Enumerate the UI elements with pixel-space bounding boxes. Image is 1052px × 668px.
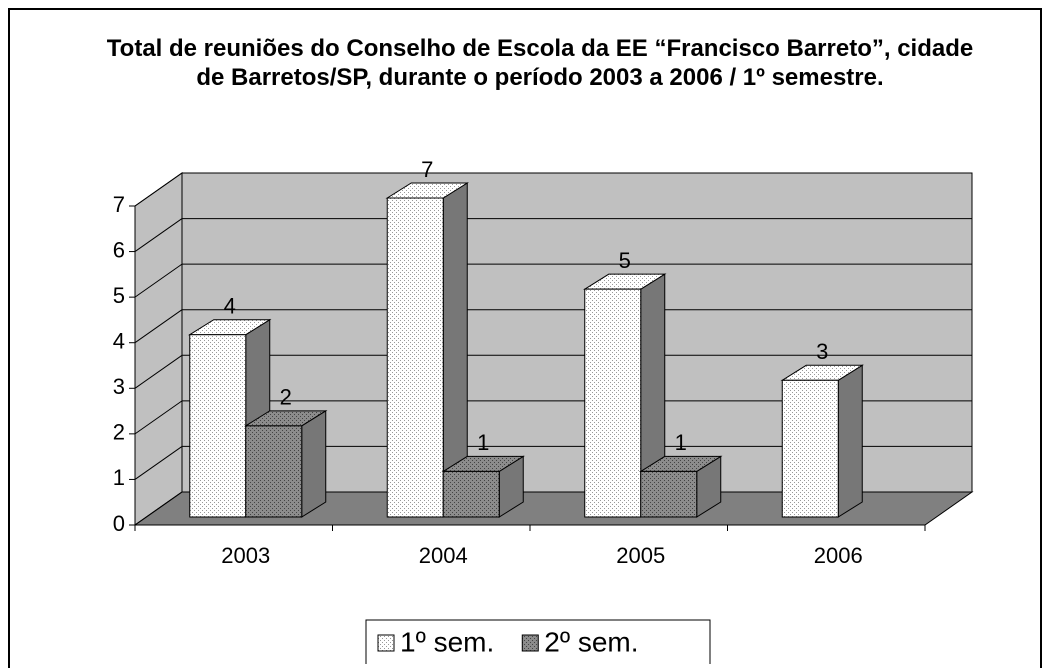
y-tick-label: 6 (113, 237, 125, 262)
bar-side (837, 364, 863, 518)
data-label: 3 (816, 339, 828, 364)
bar (640, 470, 698, 518)
x-tick-label: 2005 (616, 543, 665, 568)
legend-label: 2º sem. (544, 626, 638, 657)
grid-line (134, 309, 183, 344)
bar (442, 470, 500, 518)
y-tick-label: 0 (113, 511, 125, 536)
bar (189, 334, 247, 518)
data-label: 5 (619, 248, 631, 273)
legend-label: 1º sem. (400, 626, 494, 657)
data-label: 1 (675, 430, 687, 455)
data-label: 2 (280, 385, 292, 410)
x-tick-label: 2006 (814, 543, 863, 568)
data-label: 4 (224, 294, 236, 319)
grid-line (134, 491, 183, 526)
legend-swatch (521, 634, 539, 652)
bar (245, 425, 303, 518)
y-tick-label: 2 (113, 420, 125, 445)
legend-swatch (377, 634, 395, 652)
grid-line (134, 218, 183, 252)
y-tick-label: 7 (113, 192, 125, 217)
chart-frame (8, 8, 1042, 668)
grid-line (134, 172, 183, 207)
y-tick-label: 4 (113, 329, 125, 354)
grid-line (134, 354, 183, 389)
bar (386, 197, 444, 518)
grid-line (134, 400, 183, 435)
y-tick-label: 1 (113, 465, 125, 490)
grid-line (134, 446, 183, 480)
data-label: 7 (421, 157, 433, 182)
bar (781, 379, 839, 518)
bar-side (301, 409, 327, 518)
x-tick-label: 2004 (419, 543, 468, 568)
y-tick-label: 5 (113, 283, 125, 308)
y-tick-label: 3 (113, 374, 125, 399)
bar (584, 288, 642, 518)
side-wall (134, 172, 183, 526)
grid-line (134, 263, 183, 298)
data-label: 1 (477, 430, 489, 455)
x-tick-label: 2003 (221, 543, 270, 568)
chart-title: Total de reuniões do Conselho de Escola … (106, 35, 974, 91)
